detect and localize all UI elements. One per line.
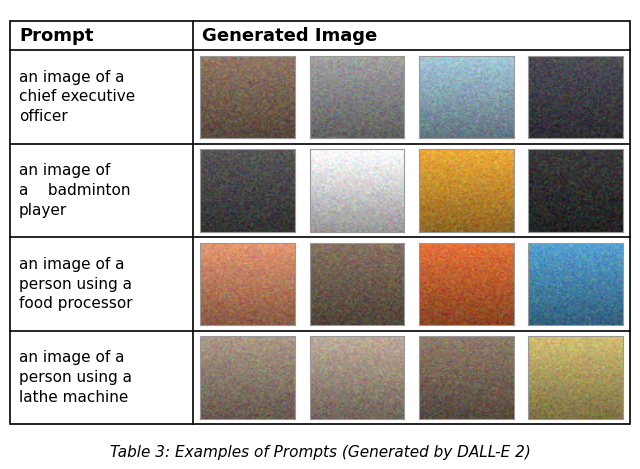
Text: an image of a
person using a
lathe machine: an image of a person using a lathe machi… [19,350,132,405]
Text: an image of a
person using a
food processor: an image of a person using a food proces… [19,257,132,311]
Text: Table 3: Examples of Prompts (Generated by DALL-E 2): Table 3: Examples of Prompts (Generated … [109,445,531,460]
Text: Prompt: Prompt [19,27,93,45]
Text: Generated Image: Generated Image [202,27,378,45]
Text: an image of a
chief executive
officer: an image of a chief executive officer [19,69,135,124]
Text: an image of
a    badminton
player: an image of a badminton player [19,163,131,218]
